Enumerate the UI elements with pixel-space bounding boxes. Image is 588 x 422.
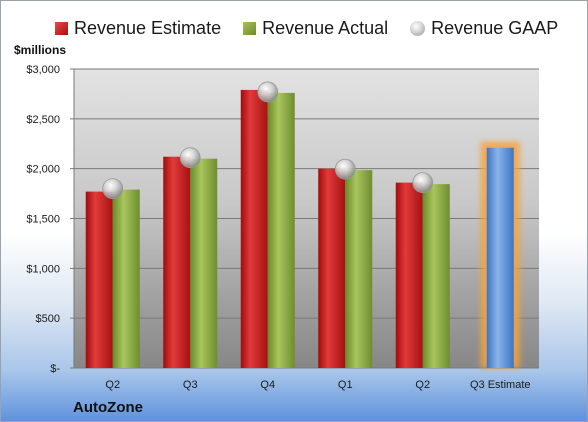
x-tick-label: Q2	[415, 379, 430, 391]
legend-swatch-actual	[243, 21, 257, 35]
legend-item-revenue-gaap: Revenue GAAP	[410, 18, 558, 39]
y-tick-label: $-	[50, 363, 60, 375]
y-tick-label: $500	[36, 313, 60, 325]
bar-revenue-actual	[267, 92, 295, 369]
bar-revenue-actual	[345, 170, 373, 368]
marker-revenue-gaap	[102, 178, 124, 200]
x-tick-label: Q4	[260, 379, 275, 391]
marker-revenue-gaap	[257, 81, 279, 103]
bar-revenue-estimate-upcoming	[486, 147, 514, 368]
legend-swatch-gaap	[410, 20, 426, 36]
y-axis-unit-label: $millions	[14, 43, 67, 57]
bar-revenue-actual	[422, 184, 450, 368]
legend-item-revenue-actual: Revenue Actual	[243, 18, 388, 39]
bar-revenue-estimate	[163, 156, 191, 368]
y-tick-label: $1,500	[26, 214, 60, 226]
x-tick-label: Q1	[338, 379, 353, 391]
legend-swatch-estimate	[55, 21, 68, 35]
x-tick-label: Q3 Estimate	[470, 379, 531, 391]
legend-label-actual: Revenue Actual	[262, 17, 389, 38]
legend-label-gaap: Revenue GAAP	[431, 17, 559, 38]
y-tick-label: $3,000	[26, 64, 60, 76]
bar-revenue-actual	[190, 158, 218, 368]
bar-revenue-actual	[112, 189, 140, 368]
marker-revenue-gaap	[179, 147, 201, 169]
bar-revenue-estimate	[85, 191, 113, 368]
y-tick-label: $1,000	[26, 263, 60, 275]
legend-item-revenue-estimate: Revenue Estimate	[55, 18, 221, 39]
bar-revenue-estimate	[318, 168, 346, 368]
x-tick-label: Q2	[105, 379, 120, 391]
company-name: AutoZone	[73, 399, 143, 416]
legend-label-estimate: Revenue Estimate	[74, 17, 222, 38]
y-tick-label: $2,000	[26, 164, 60, 176]
marker-revenue-gaap	[334, 158, 356, 180]
legend: Revenue Estimate Revenue Actual Revenue …	[55, 15, 558, 41]
bar-revenue-estimate	[240, 89, 268, 369]
x-tick-label: Q3	[183, 379, 198, 391]
y-tick-label: $2,500	[26, 114, 60, 126]
marker-revenue-gaap	[412, 172, 434, 194]
bar-revenue-estimate	[395, 182, 423, 368]
